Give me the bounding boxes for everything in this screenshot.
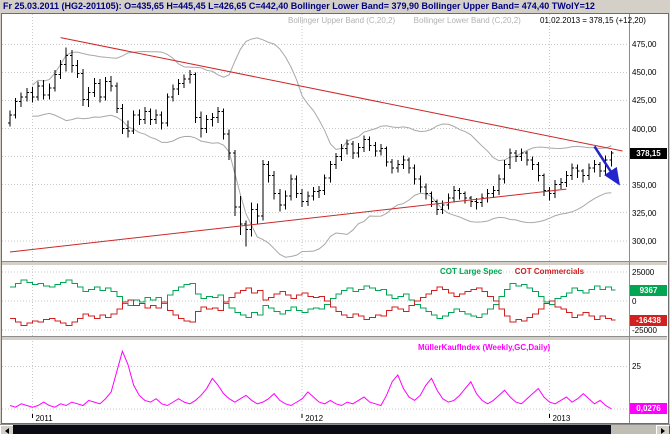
y-tick-label: -25000 xyxy=(632,326,657,336)
year-label: 2013 xyxy=(552,414,571,423)
y-tick-label: 25 xyxy=(632,362,641,372)
bollinger-upper-line xyxy=(32,37,612,162)
price-series xyxy=(8,47,614,247)
scroll-right-button[interactable] xyxy=(656,425,670,434)
axis-divider xyxy=(629,14,630,423)
cot-spec-badge: 9367 xyxy=(630,284,667,296)
y-tick-label: 350,00 xyxy=(632,180,657,190)
y-tick-label: 0 xyxy=(632,297,637,306)
cot-commercials-line xyxy=(10,286,616,326)
muller-panel xyxy=(2,341,629,414)
bollinger-lower-legend: Bollinger Lower Band (C,20,2) xyxy=(413,16,521,25)
cot-large-spec-line xyxy=(10,279,616,319)
panel-separator[interactable] xyxy=(2,261,667,266)
last-info: 01.02.2013 = 378,15 (+12,20) xyxy=(540,16,646,25)
right-arrow-icon xyxy=(661,427,665,434)
scroll-left-button[interactable] xyxy=(0,425,14,434)
cot-panel xyxy=(2,266,629,336)
scrollbar-thumb[interactable] xyxy=(13,425,611,434)
main-panel xyxy=(2,14,629,261)
cot-comm-legend: COT Commercials xyxy=(514,267,585,276)
cot-spec-legend: COT Large Spec xyxy=(440,267,503,276)
bollinger-upper-legend: Bollinger Upper Band (C,20,2) xyxy=(288,16,396,25)
year-label: 2012 xyxy=(305,414,324,423)
trendline xyxy=(9,188,567,253)
info-bar: Fr 25.03.2011 (HG2-201105): O=435,65 H=4… xyxy=(3,1,595,11)
y-tick-label: 300,00 xyxy=(632,236,657,246)
forecast-arrow xyxy=(593,145,621,186)
y-tick-label: 25000 xyxy=(632,267,655,277)
y-tick-label: 325,00 xyxy=(632,208,657,218)
y-tick-label: 475,00 xyxy=(632,40,657,50)
year-label: 2011 xyxy=(35,414,53,423)
muller-value-badge: 0,0276 xyxy=(630,402,667,414)
cot-comm-badge: -16438 xyxy=(630,314,667,326)
time-axis[interactable]: 2011 2012 2013 xyxy=(2,414,629,423)
y-tick-label: 425,00 xyxy=(632,96,657,106)
price-axis[interactable]: 475,00 450,00 425,00 400,00 350,00 325,00 300,… xyxy=(630,14,669,414)
chart-frame xyxy=(1,13,669,424)
muller-index-line xyxy=(9,349,612,410)
muller-legend: MüllerKaufIndex (Weekly,GC,Daily) xyxy=(418,343,551,352)
bollinger-legend: Bollinger Upper Band (C,20,2) Bollinger … xyxy=(288,16,521,25)
bollinger-lower-line xyxy=(32,112,612,258)
left-arrow-icon xyxy=(5,427,9,434)
y-tick-label: 450,00 xyxy=(632,68,657,78)
scrollbar-track[interactable] xyxy=(611,425,656,434)
cot-legend: COT Large Spec COT Commercials xyxy=(440,267,584,276)
y-tick-label: 400,00 xyxy=(632,124,657,134)
panel-separator[interactable] xyxy=(2,336,667,341)
last-price-badge: 378,15 xyxy=(630,147,667,159)
trendline xyxy=(60,37,623,152)
h-scrollbar[interactable] xyxy=(0,424,670,434)
